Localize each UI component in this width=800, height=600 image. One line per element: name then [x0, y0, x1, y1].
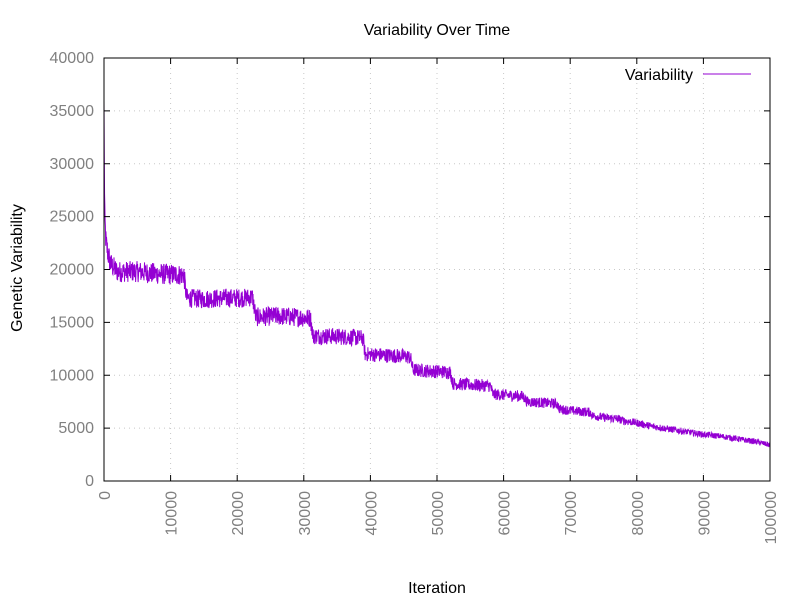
- legend-label-variability: Variability: [625, 67, 693, 84]
- x-tick-label: 70000: [563, 491, 580, 536]
- y-axis-label: Genetic Variability: [9, 204, 26, 332]
- y-tick-label: 5000: [58, 420, 94, 437]
- y-tick-label: 15000: [50, 314, 95, 331]
- y-tick-label: 10000: [50, 367, 95, 384]
- grid: [104, 58, 770, 481]
- x-tick-label: 90000: [696, 491, 713, 536]
- x-axis-label: Iteration: [408, 580, 466, 597]
- x-tick-label: 20000: [230, 491, 247, 536]
- x-tick-label: 100000: [763, 491, 780, 544]
- y-tick-label: 25000: [50, 209, 95, 226]
- x-tick-label: 40000: [363, 491, 380, 536]
- y-tick-label: 40000: [50, 50, 95, 67]
- x-tick-label: 0: [97, 491, 114, 500]
- y-tick-label: 20000: [50, 262, 95, 279]
- x-tick-label: 30000: [297, 491, 314, 536]
- legend: Variability: [625, 67, 751, 84]
- series-layer: [103, 100, 771, 448]
- x-tick-label: 80000: [630, 491, 647, 536]
- x-axis: 0 10000 20000 30000 40000 50000 60000 70000 8000…: [97, 58, 780, 544]
- y-tick-label: 35000: [50, 103, 95, 120]
- y-axis: 0 5000 10000 15000 20000 25000 30000 35000 40000: [50, 50, 770, 490]
- x-tick-label: 60000: [497, 491, 514, 536]
- chart-title: Variability Over Time: [364, 22, 511, 39]
- plot-frame: [103, 57, 771, 482]
- series-line-variability: [103, 100, 771, 448]
- y-tick-label: 0: [85, 473, 94, 490]
- x-tick-label: 50000: [430, 491, 447, 536]
- y-tick-label: 30000: [50, 156, 95, 173]
- x-tick-label: 10000: [164, 491, 181, 536]
